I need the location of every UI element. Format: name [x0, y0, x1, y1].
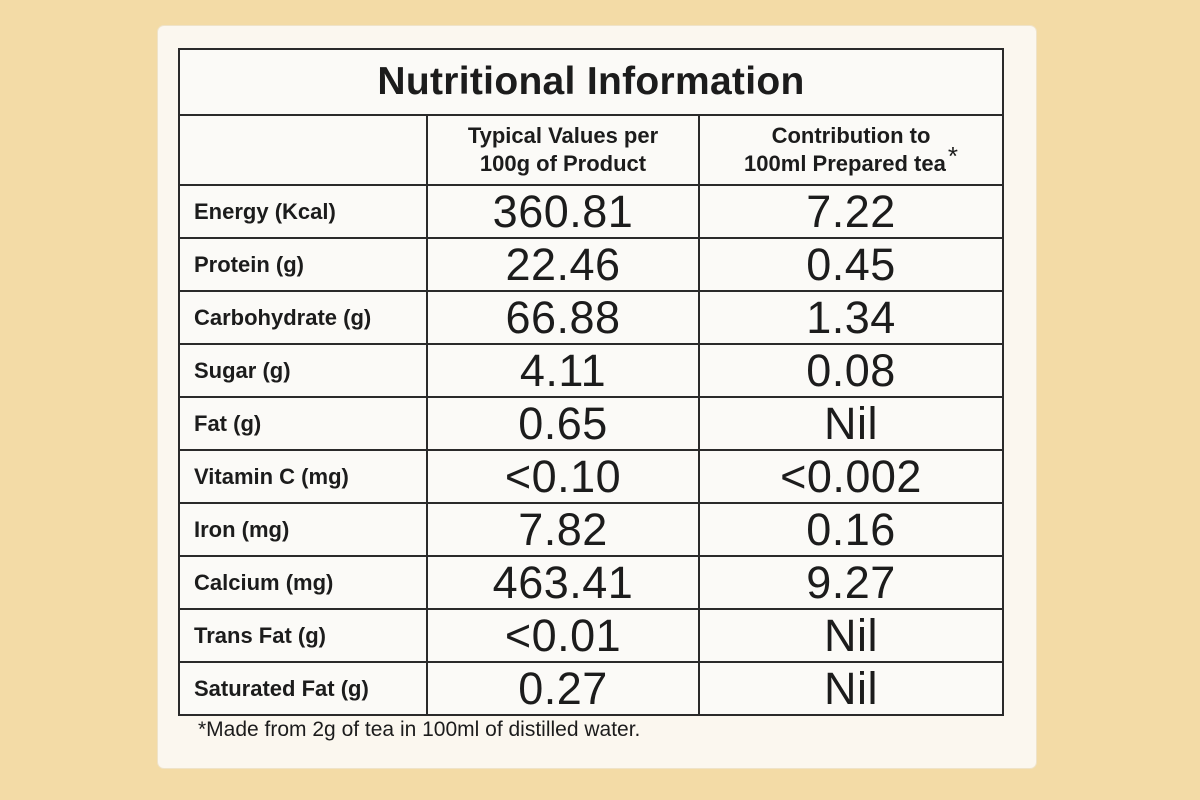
table-row: Protein (g) 22.46 0.45	[178, 237, 1005, 292]
nutrient-name: Trans Fat (g)	[178, 608, 428, 663]
per-100ml-header-line2-text: 100ml Prepared tea	[744, 151, 946, 176]
nutrient-name: Fat (g)	[178, 396, 428, 451]
table-row: Carbohydrate (g) 66.88 1.34	[178, 290, 1005, 345]
footnote: *Made from 2g of tea in 100ml of distill…	[198, 718, 641, 741]
table-row: Iron (mg) 7.82 0.16	[178, 502, 1005, 557]
nutrient-header-cell	[178, 114, 428, 186]
value-per-100g: 360.81	[426, 184, 700, 239]
per-100ml-header-line2: 100ml Prepared tea*	[700, 142, 1002, 178]
nutrient-name: Protein (g)	[178, 237, 428, 292]
nutrient-name: Calcium (mg)	[178, 555, 428, 610]
nutrient-name: Iron (mg)	[178, 502, 428, 557]
value-per-100g: 463.41	[426, 555, 700, 610]
value-per-100ml: 7.22	[697, 184, 1005, 239]
per-100g-header-line2: 100g of Product	[479, 151, 647, 176]
value-per-100ml: 0.16	[697, 502, 1005, 557]
value-per-100ml: Nil	[697, 661, 1005, 716]
value-per-100ml: <0.002	[697, 449, 1005, 504]
table-row: Saturated Fat (g) 0.27 Nil	[178, 661, 1005, 716]
per-100g-header: Typical Values per 100g of Product	[426, 114, 700, 186]
nutrient-name: Saturated Fat (g)	[178, 661, 428, 716]
table-row: Sugar (g) 4.11 0.08	[178, 343, 1005, 398]
value-per-100ml: 0.45	[697, 237, 1005, 292]
value-per-100g: <0.01	[426, 608, 700, 663]
table-row: Trans Fat (g) <0.01 Nil	[178, 608, 1005, 663]
value-per-100ml: 0.08	[697, 343, 1005, 398]
nutrient-name: Carbohydrate (g)	[178, 290, 428, 345]
nutrient-name: Sugar (g)	[178, 343, 428, 398]
table-row: Vitamin C (mg) <0.10 <0.002	[178, 449, 1005, 504]
asterisk-marker: *	[947, 141, 958, 171]
value-per-100ml: Nil	[697, 608, 1005, 663]
table-title: Nutritional Information	[177, 48, 1005, 116]
value-per-100ml: 1.34	[697, 290, 1005, 345]
nutrition-table: Nutritional Information Typical Values p…	[177, 48, 1005, 716]
table-row: Calcium (mg) 463.41 9.27	[178, 555, 1005, 610]
value-per-100ml: Nil	[697, 396, 1005, 451]
value-per-100g: <0.10	[426, 449, 700, 504]
value-per-100ml: 9.27	[697, 555, 1005, 610]
per-100ml-header-line1: Contribution to	[771, 123, 931, 148]
table-row: Energy (Kcal) 360.81 7.22	[178, 184, 1005, 239]
per-100ml-header: Contribution to 100ml Prepared tea*	[697, 114, 1005, 186]
value-per-100g: 0.65	[426, 396, 700, 451]
value-per-100g: 7.82	[426, 502, 700, 557]
per-100g-header-line1: Typical Values per	[467, 123, 659, 148]
nutrient-name: Vitamin C (mg)	[178, 449, 428, 504]
value-per-100g: 22.46	[426, 237, 700, 292]
value-per-100g: 0.27	[426, 661, 700, 716]
table-row: Fat (g) 0.65 Nil	[178, 396, 1005, 451]
value-per-100g: 66.88	[426, 290, 700, 345]
nutrient-name: Energy (Kcal)	[178, 184, 428, 239]
value-per-100g: 4.11	[426, 343, 700, 398]
